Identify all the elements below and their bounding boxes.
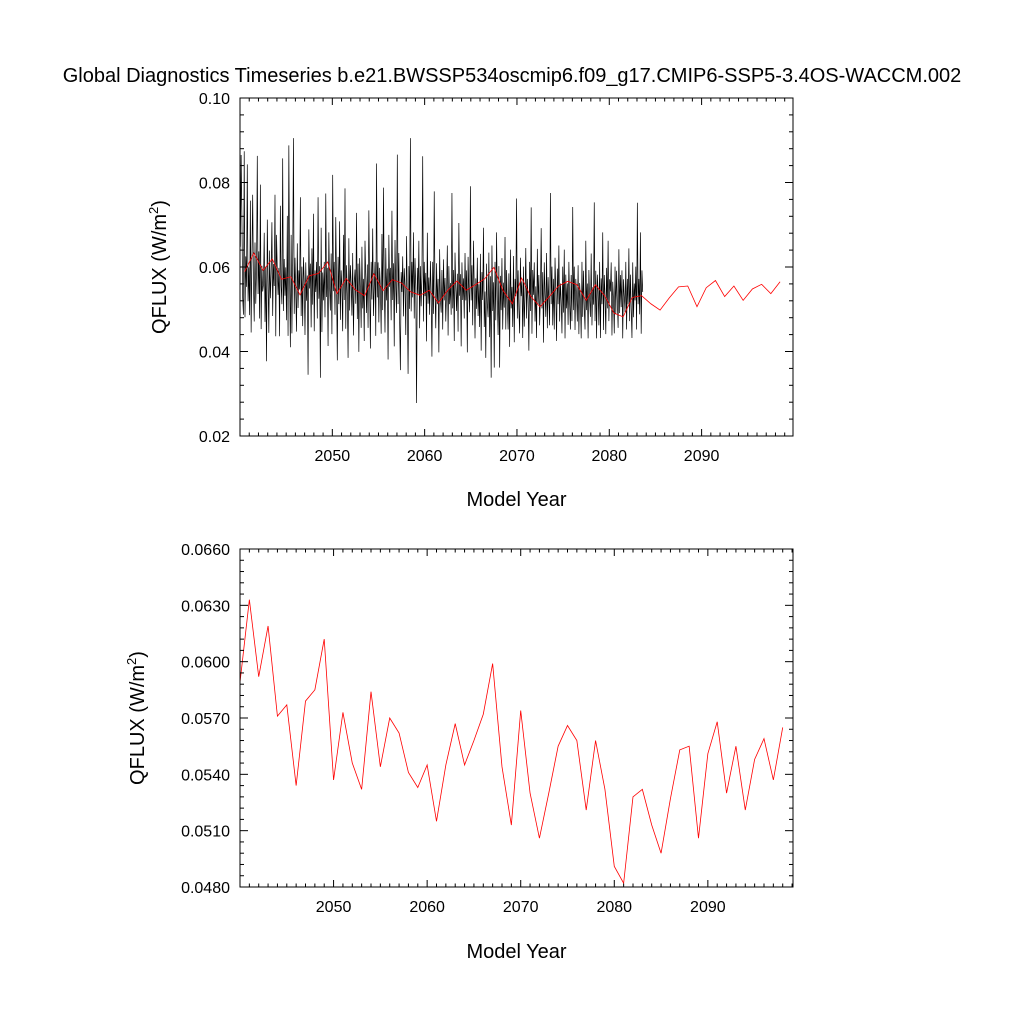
x-tick-label: 2090 [690,899,726,916]
y-tick-label: 0.02 [199,429,230,446]
y-tick-label: 0.0570 [181,711,230,728]
y-axis-label: QFLUX (W/m2) [124,651,149,785]
x-tick-label: 2090 [684,448,720,465]
x-tick-label: 2080 [591,448,627,465]
series-line-annual [240,599,784,885]
x-tick-label: 2080 [596,899,632,916]
y-tick-label: 0.0600 [181,655,230,672]
y-axis-label: QFLUX (W/m2) [146,200,171,334]
x-tick-label: 2070 [503,899,539,916]
y-tick-label: 0.0660 [181,542,230,559]
y-tick-label: 0.0540 [181,767,230,784]
x-axis-label: Model Year [466,941,566,963]
chart-title: Global Diagnostics Timeseries b.e21.BWSS… [63,65,962,87]
bottom-panel-annual-mean: 2050 2060 2070 2080 2090 0.0480 0.0510 0.0540 0.… [124,542,794,963]
y-tick-label: 0.0510 [181,824,230,841]
plot-frame [239,548,794,888]
plot-frame [239,97,794,437]
y-tick-label: 0.0480 [181,880,230,897]
x-tick-label: 2050 [315,448,351,465]
x-axis-label: Model Year [466,489,566,511]
x-tick-label: 2070 [499,448,535,465]
y-tick-label: 0.04 [199,345,230,362]
x-tick-label: 2060 [409,899,445,916]
series-line-monthly [240,138,644,404]
y-tick-label: 0.0630 [181,598,230,615]
y-tick-label: 0.06 [199,260,230,277]
y-tick-label: 0.10 [199,91,230,108]
x-tick-label: 2050 [316,899,352,916]
series-line-annual [244,252,781,318]
top-panel-timeseries: 2050 2060 2070 2080 2090 0.02 0.04 0.06 0.08 0.10… [146,91,794,511]
x-tick-label: 2060 [407,448,443,465]
y-tick-label: 0.08 [199,176,230,193]
